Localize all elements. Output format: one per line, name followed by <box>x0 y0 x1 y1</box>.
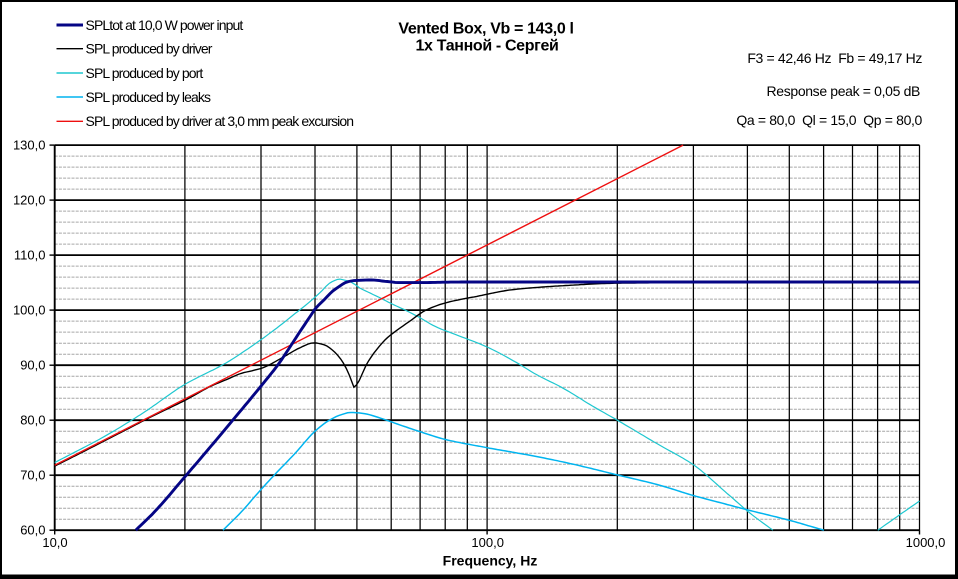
svg-text:Vented Box, Vb = 143,0 l: Vented Box, Vb = 143,0 l <box>398 21 573 38</box>
svg-text:SPL produced by port: SPL produced by port <box>86 65 204 81</box>
svg-text:SPLtot at 10,0 W power input: SPLtot at 10,0 W power input <box>86 17 244 33</box>
svg-text:Response peak = 0,05 dB: Response peak = 0,05 dB <box>767 83 920 99</box>
svg-text:SPL produced by leaks: SPL produced by leaks <box>86 89 211 105</box>
svg-text:SPL produced by driver at 3,0: SPL produced by driver at 3,0 mm peak ex… <box>86 113 354 129</box>
svg-text:90,0: 90,0 <box>20 358 45 373</box>
svg-text:130,0: 130,0 <box>13 138 46 153</box>
svg-text:10,0: 10,0 <box>42 535 67 550</box>
svg-text:110,0: 110,0 <box>14 248 46 263</box>
svg-text:SPL produced by driver: SPL produced by driver <box>86 41 213 57</box>
svg-text:Frequency, Hz: Frequency, Hz <box>443 552 538 568</box>
svg-text:100,0: 100,0 <box>471 535 504 550</box>
svg-text:100,0: 100,0 <box>13 303 46 318</box>
svg-text:F3 = 42,46 Hz Fb = 49,17 Hz: F3 = 42,46 Hz Fb = 49,17 Hz <box>747 50 922 66</box>
svg-text:1x Танной - Сергей: 1x Танной - Сергей <box>416 38 559 55</box>
svg-text:70,0: 70,0 <box>20 468 45 483</box>
svg-text:60,0: 60,0 <box>20 523 45 538</box>
svg-text:Qa = 80,0 Ql = 15,0 Qp = 80,: Qa = 80,0 Ql = 15,0 Qp = 80,0 <box>736 112 922 128</box>
svg-text:80,0: 80,0 <box>20 413 45 428</box>
svg-text:120,0: 120,0 <box>13 193 46 208</box>
svg-text:1000,0: 1000,0 <box>906 535 946 550</box>
